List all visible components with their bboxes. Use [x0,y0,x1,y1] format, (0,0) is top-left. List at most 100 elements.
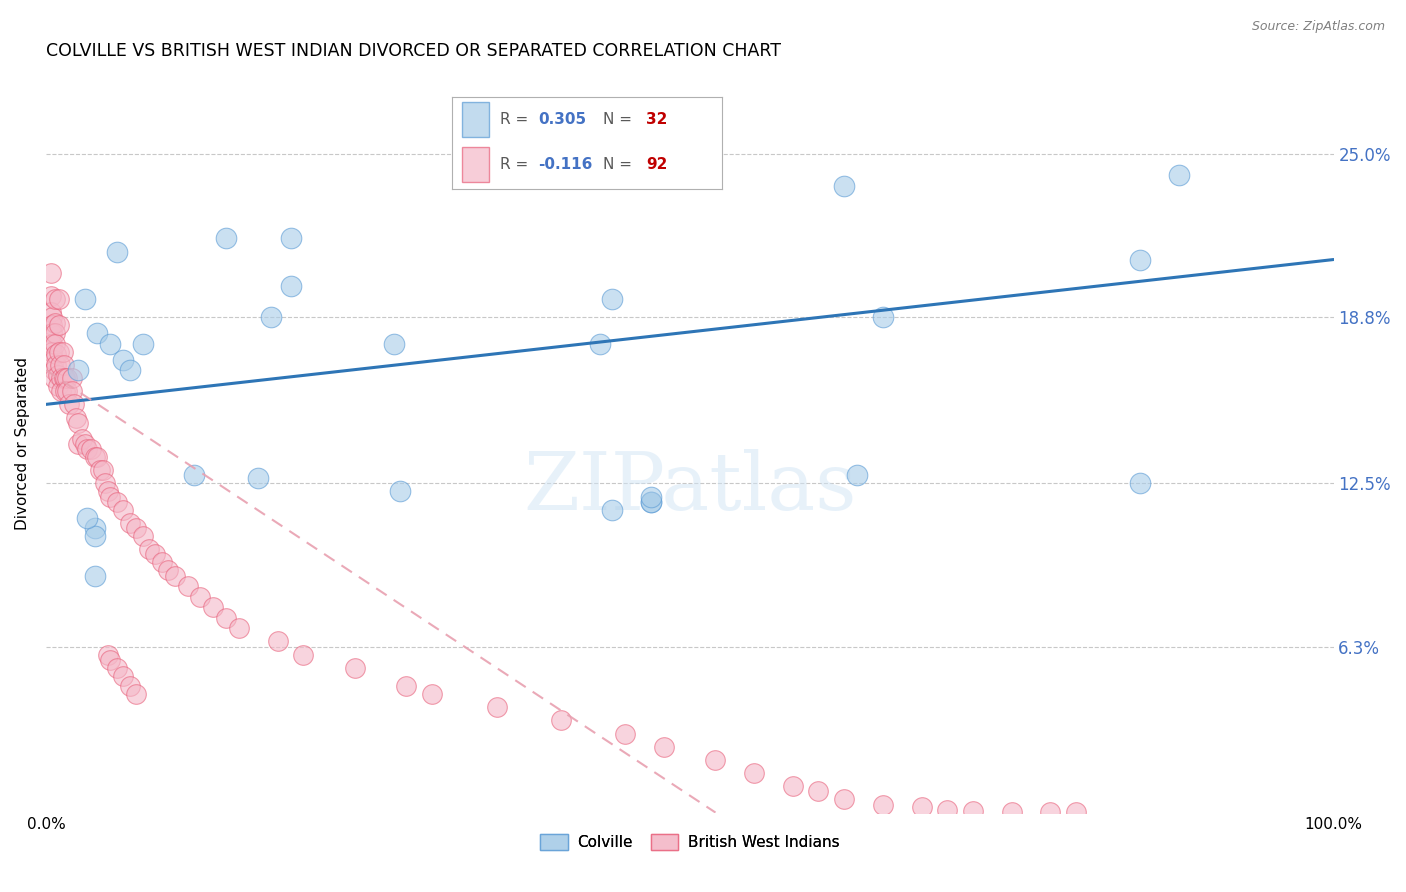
Point [112,352,135,367]
Point [1001,805,1024,819]
Point [58,397,80,411]
Point [105,661,128,675]
Point [67,363,90,377]
Point [86,326,108,341]
Point [42,363,65,377]
Point [98,653,121,667]
Point [395,679,418,693]
Point [86,450,108,464]
Point [131,529,153,543]
Point [652,739,675,754]
Point [53,384,76,399]
Point [45,347,67,361]
Point [80,442,103,457]
Point [602,502,624,516]
Point [63,397,86,411]
Point [131,336,153,351]
Point [145,548,167,562]
Point [183,468,205,483]
Point [46,368,69,383]
Point [292,648,315,662]
Point [76,442,98,457]
Point [48,344,70,359]
Point [602,292,624,306]
Point [94,476,117,491]
Point [73,437,96,451]
Point [73,292,96,306]
Point [389,484,412,499]
Point [157,563,180,577]
Point [41,344,63,359]
Point [202,600,225,615]
Point [39,266,62,280]
Point [97,648,120,662]
Point [67,437,90,451]
Point [112,668,135,682]
Point [48,292,70,306]
Point [125,687,148,701]
Point [60,384,83,399]
Point [1168,168,1191,182]
Point [382,336,405,351]
Point [118,363,141,377]
Point [53,371,76,385]
Y-axis label: Divorced or Separated: Divorced or Separated [15,358,30,531]
Point [41,326,63,341]
Point [228,621,250,635]
Point [83,521,105,535]
Point [39,305,62,319]
Point [962,804,984,818]
Point [41,310,63,325]
Point [832,178,855,193]
Point [105,495,128,509]
Point [42,371,65,385]
Point [89,463,111,477]
Point [118,679,141,693]
Text: COLVILLE VS BRITISH WEST INDIAN DIVORCED OR SEPARATED CORRELATION CHART: COLVILLE VS BRITISH WEST INDIAN DIVORCED… [46,42,780,60]
Point [832,792,855,806]
Point [215,610,238,624]
Point [41,318,63,333]
Point [41,336,63,351]
Point [343,661,366,675]
Point [782,779,804,793]
Legend: Colville, British West Indians: Colville, British West Indians [534,829,845,856]
Point [51,371,73,385]
Point [1064,805,1087,820]
Point [640,490,662,504]
Point [1129,252,1152,267]
Point [97,484,120,499]
Point [846,468,869,483]
Point [83,568,105,582]
Point [83,529,105,543]
Point [1129,476,1152,491]
Point [44,336,66,351]
Point [614,726,637,740]
Point [55,371,77,385]
Point [280,231,302,245]
Point [45,358,67,372]
Text: ZIPatlas: ZIPatlas [523,449,856,527]
Point [112,502,135,516]
Point [55,384,77,399]
Point [44,316,66,330]
Point [163,568,186,582]
Point [67,416,90,430]
Point [936,803,959,817]
Point [48,318,70,333]
Point [65,410,87,425]
Point [52,344,75,359]
Point [51,384,73,399]
Point [44,292,66,306]
Point [267,634,290,648]
Point [39,289,62,303]
Point [138,542,160,557]
Point [105,244,128,259]
Point [640,495,662,509]
Point [42,352,65,367]
Point [118,516,141,530]
Point [150,555,173,569]
Text: Source: ZipAtlas.com: Source: ZipAtlas.com [1251,20,1385,33]
Point [588,336,610,351]
Point [742,766,765,780]
